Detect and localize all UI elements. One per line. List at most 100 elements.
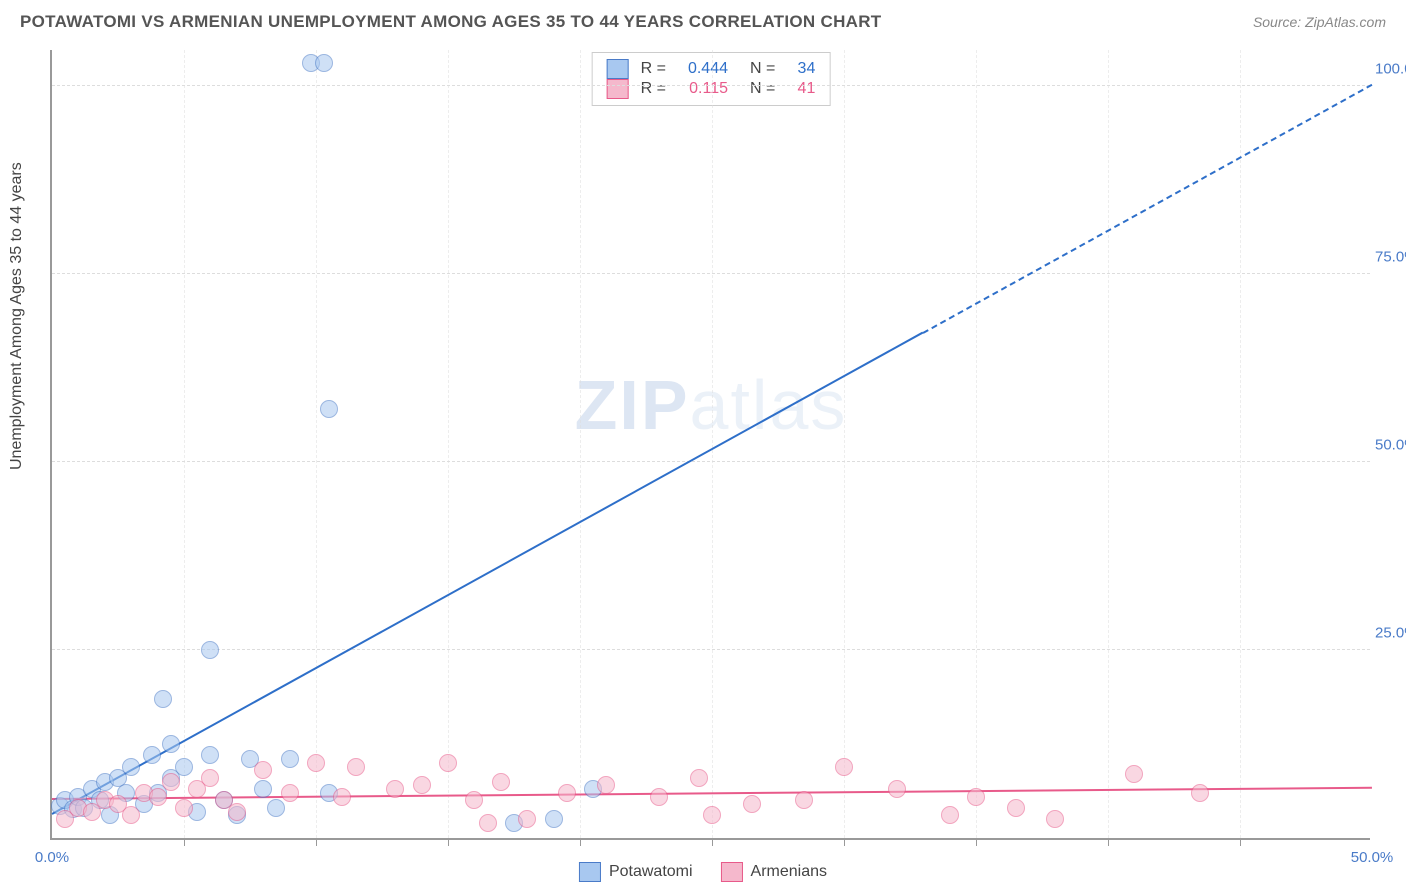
legend-series-name: Armenians (751, 863, 827, 881)
data-point (122, 758, 140, 776)
gridline-h (52, 461, 1370, 462)
data-point (149, 788, 167, 806)
chart-area: Unemployment Among Ages 35 to 44 years Z… (0, 40, 1406, 890)
legend-n-value: 34 (787, 60, 815, 78)
data-point (281, 784, 299, 802)
data-point (1046, 810, 1064, 828)
gridline-h (52, 649, 1370, 650)
data-point (154, 690, 172, 708)
data-point (650, 788, 668, 806)
gridline-v (712, 50, 713, 838)
legend-series-name: Potawatomi (609, 863, 693, 881)
x-minor-tick (712, 838, 713, 846)
data-point (267, 799, 285, 817)
legend-r-label: R = (641, 80, 666, 98)
data-point (347, 758, 365, 776)
data-point (690, 769, 708, 787)
legend-swatch (607, 79, 629, 99)
data-point (228, 803, 246, 821)
trend-line (923, 84, 1373, 334)
data-point (795, 791, 813, 809)
legend-r-value: 0.444 (678, 60, 728, 78)
gridline-h (52, 273, 1370, 274)
gridline-v (844, 50, 845, 838)
gridline-v (1108, 50, 1109, 838)
data-point (201, 746, 219, 764)
legend-n-value: 41 (787, 80, 815, 98)
watermark: ZIPatlas (575, 365, 848, 445)
legend-r-label: R = (641, 60, 666, 78)
chart-title: POTAWATOMI VS ARMENIAN UNEMPLOYMENT AMON… (20, 12, 882, 32)
legend-swatch (579, 862, 601, 882)
data-point (888, 780, 906, 798)
data-point (835, 758, 853, 776)
x-minor-tick (1108, 838, 1109, 846)
x-minor-tick (184, 838, 185, 846)
data-point (439, 754, 457, 772)
stat-legend-row: R = 0.115 N = 41 (607, 79, 816, 99)
x-tick-label: 50.0% (1351, 849, 1394, 866)
data-point (703, 806, 721, 824)
y-axis-label: Unemployment Among Ages 35 to 44 years (8, 162, 26, 470)
gridline-h (52, 85, 1370, 86)
x-minor-tick (448, 838, 449, 846)
data-point (1125, 765, 1143, 783)
data-point (518, 810, 536, 828)
data-point (941, 806, 959, 824)
x-minor-tick (976, 838, 977, 846)
data-point (1191, 784, 1209, 802)
scatter-plot: ZIPatlas R =0.444N =34R =0.115N =41 25.0… (50, 50, 1370, 840)
y-tick-label: 75.0% (1375, 248, 1406, 265)
gridline-v (1240, 50, 1241, 838)
data-point (545, 810, 563, 828)
data-point (281, 750, 299, 768)
data-point (162, 773, 180, 791)
y-tick-label: 100.0% (1375, 60, 1406, 77)
data-point (386, 780, 404, 798)
data-point (492, 773, 510, 791)
data-point (122, 806, 140, 824)
data-point (320, 400, 338, 418)
data-point (597, 776, 615, 794)
data-point (413, 776, 431, 794)
data-point (254, 761, 272, 779)
data-point (967, 788, 985, 806)
stat-legend-row: R = 0.444 N = 34 (607, 59, 816, 79)
x-minor-tick (580, 838, 581, 846)
chart-header: POTAWATOMI VS ARMENIAN UNEMPLOYMENT AMON… (0, 0, 1406, 40)
legend-item: Armenians (721, 862, 827, 882)
legend-swatch (607, 59, 629, 79)
x-minor-tick (844, 838, 845, 846)
data-point (143, 746, 161, 764)
gridline-v (448, 50, 449, 838)
legend-swatch (721, 862, 743, 882)
x-tick-label: 0.0% (35, 849, 69, 866)
data-point (743, 795, 761, 813)
x-minor-tick (1240, 838, 1241, 846)
data-point (465, 791, 483, 809)
gridline-v (580, 50, 581, 838)
data-point (175, 799, 193, 817)
data-point (333, 788, 351, 806)
gridline-v (316, 50, 317, 838)
legend-n-label: N = (750, 80, 775, 98)
legend-r-value: 0.115 (678, 80, 728, 98)
stat-legend: R = 0.444 N = 34 R = 0.115 N = 41 (592, 52, 831, 106)
gridline-v (184, 50, 185, 838)
data-point (315, 54, 333, 72)
gridline-v (976, 50, 977, 838)
legend-item: Potawatomi (579, 862, 693, 882)
chart-source: Source: ZipAtlas.com (1253, 14, 1386, 30)
legend-n-label: N = (750, 60, 775, 78)
data-point (201, 641, 219, 659)
x-minor-tick (316, 838, 317, 846)
data-point (254, 780, 272, 798)
data-point (479, 814, 497, 832)
y-tick-label: 50.0% (1375, 436, 1406, 453)
data-point (1007, 799, 1025, 817)
data-point (162, 735, 180, 753)
data-point (201, 769, 219, 787)
data-point (558, 784, 576, 802)
series-legend: Potawatomi Armenians (579, 862, 827, 882)
y-tick-label: 25.0% (1375, 624, 1406, 641)
